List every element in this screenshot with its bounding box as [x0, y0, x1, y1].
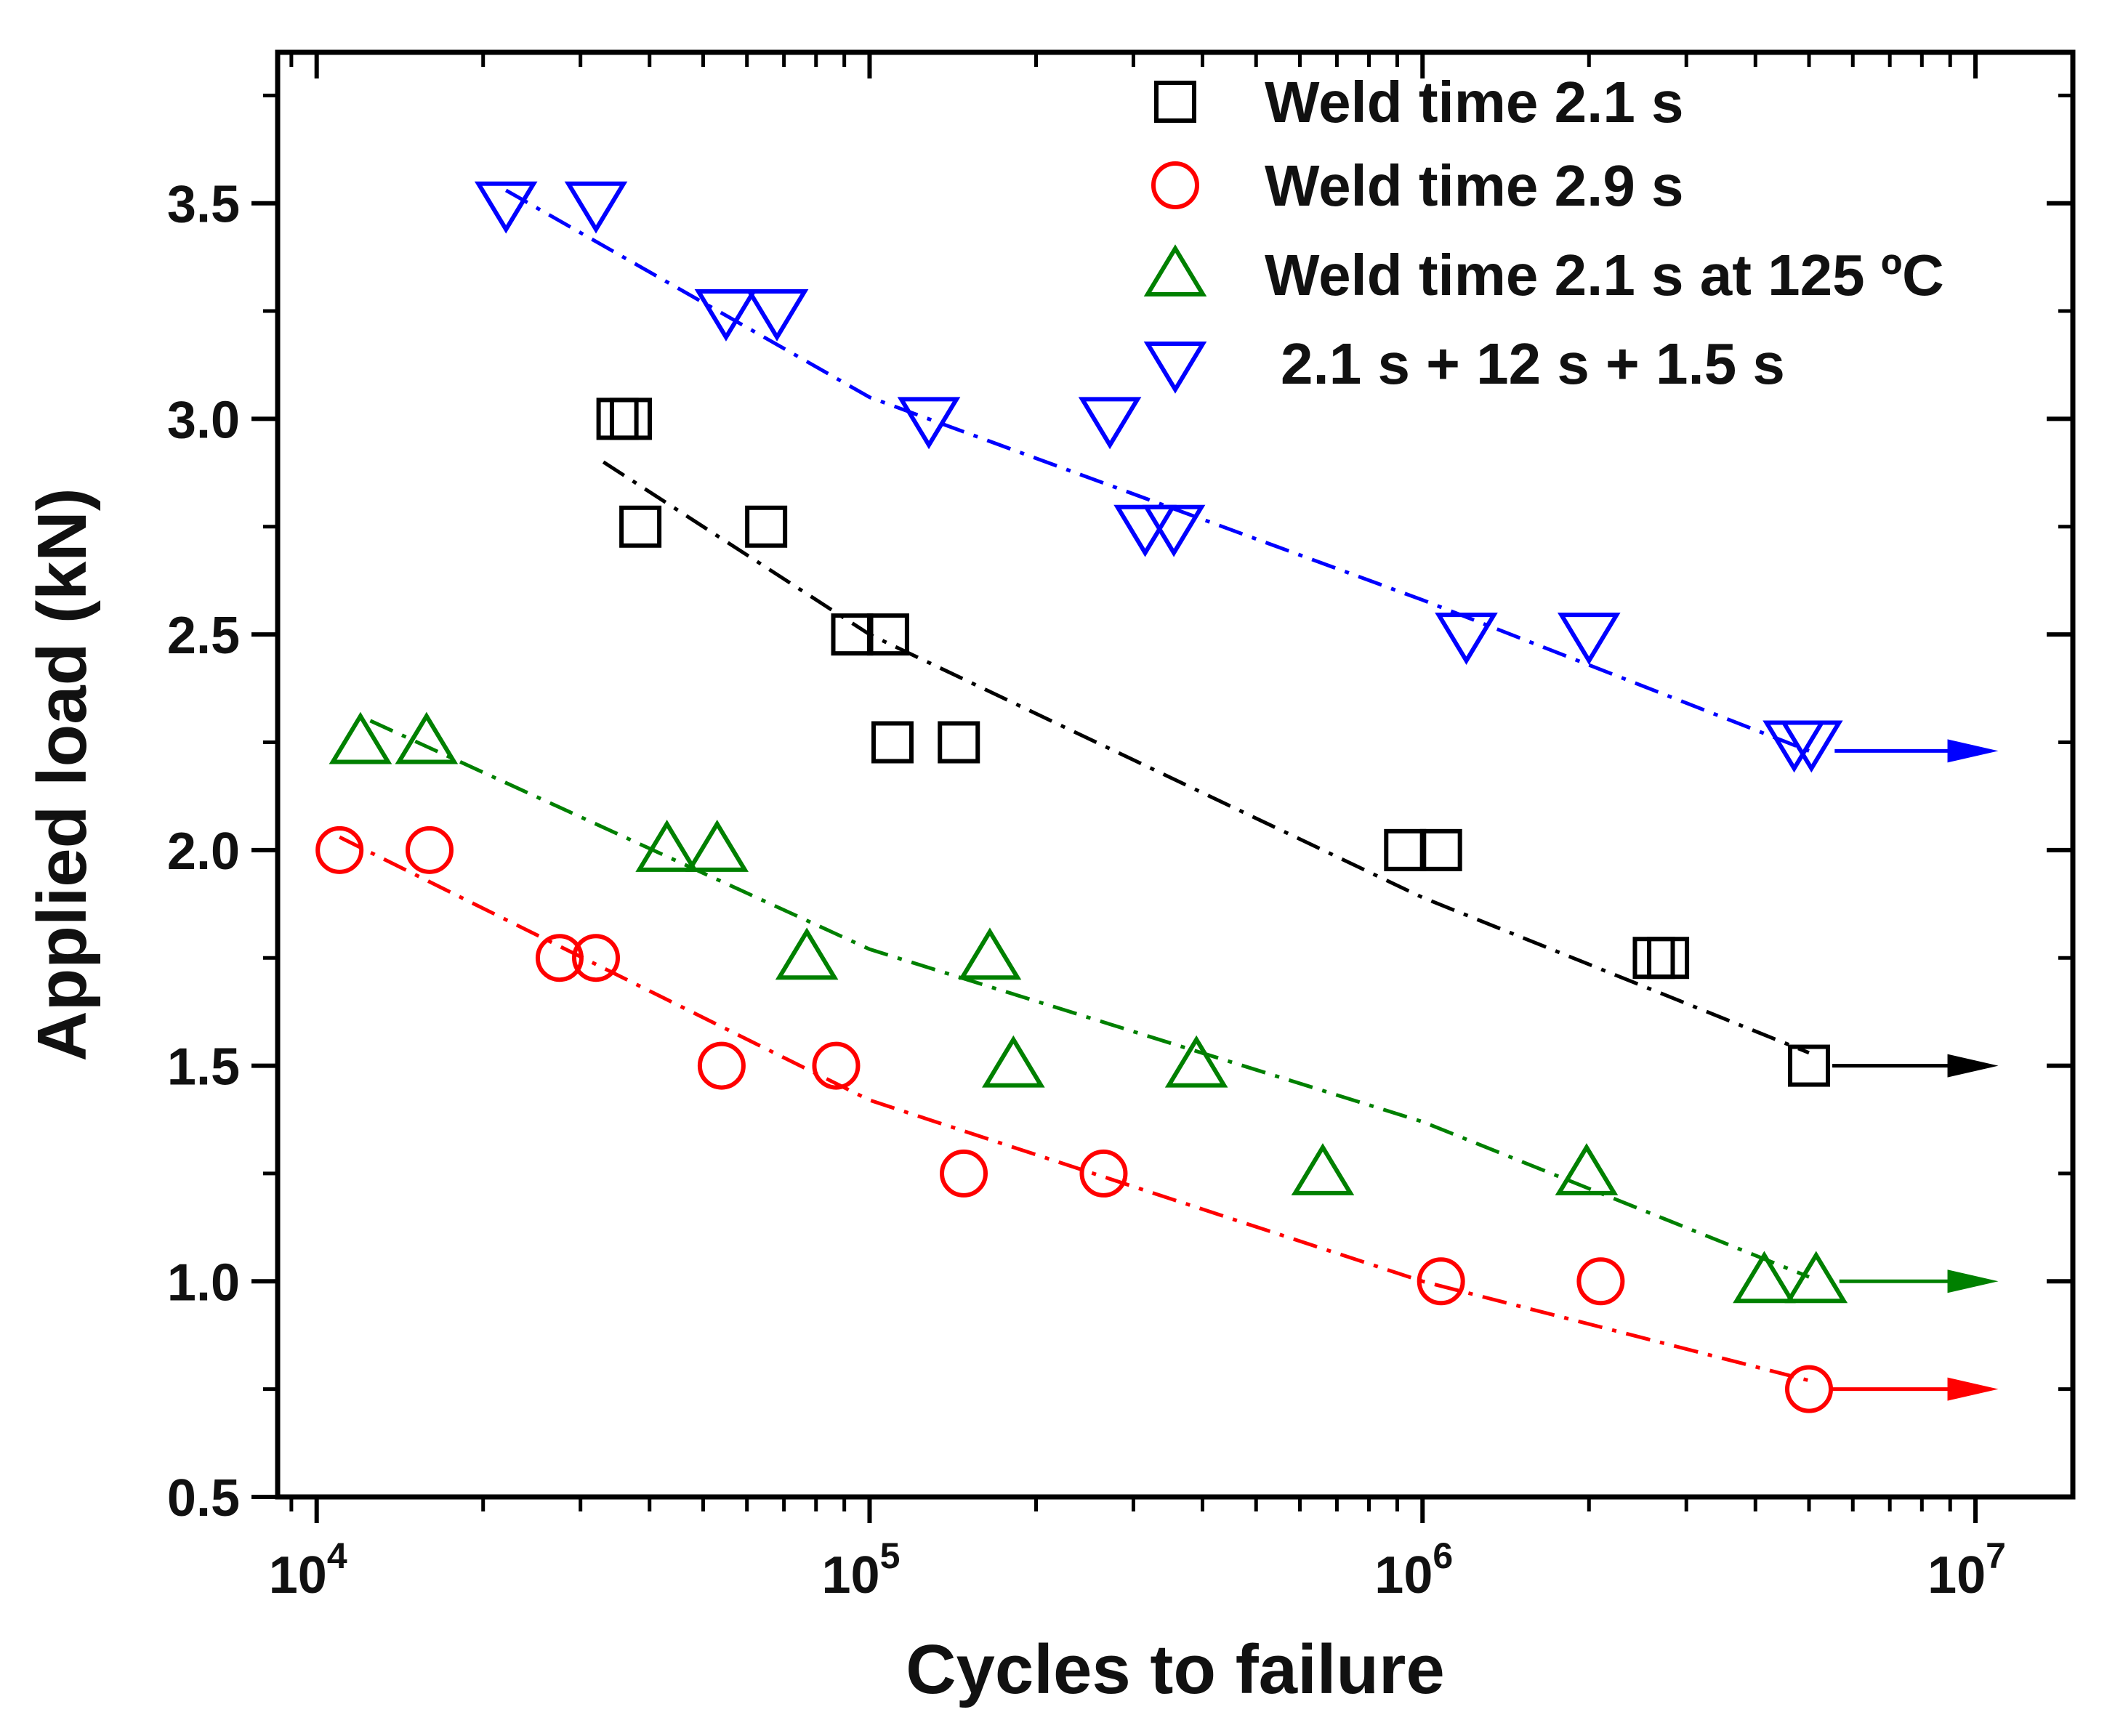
- legend-marker-series-1: [1151, 161, 1199, 209]
- legend-label-series-1: Weld time 2.9 s: [1265, 153, 1684, 218]
- data-point-series-0: [1788, 1044, 1831, 1087]
- data-point-series-3: [1779, 720, 1843, 773]
- data-point-series-0: [1384, 828, 1427, 871]
- data-point-series-0: [1419, 828, 1462, 871]
- runout-arrowhead-series-1: [1947, 1377, 1999, 1401]
- runout-arrowhead-series-2: [1947, 1269, 1999, 1293]
- y-tick-label: 1.5: [167, 1038, 240, 1097]
- data-point-series-0: [745, 505, 788, 548]
- data-point-series-3: [1113, 504, 1177, 557]
- data-point-series-0: [871, 721, 914, 764]
- data-point-series-1: [1079, 1149, 1128, 1198]
- fit-line-series-3: [504, 188, 1810, 753]
- data-point-series-3: [1557, 613, 1621, 665]
- data-point-series-3: [694, 289, 758, 342]
- x-tick-label: 104: [269, 1535, 347, 1604]
- plot-frame: [275, 49, 2076, 1500]
- data-point-series-2: [958, 927, 1022, 980]
- data-point-series-2: [1733, 1251, 1796, 1304]
- runout-arrowhead-series-3: [1947, 739, 1999, 763]
- data-point-series-2: [1555, 1143, 1619, 1195]
- legend-marker-series-2: [1143, 244, 1207, 296]
- data-point-series-0: [619, 505, 662, 548]
- data-point-series-0: [831, 613, 874, 656]
- legend-marker-series-3: [1143, 342, 1207, 394]
- data-point-series-1: [940, 1149, 988, 1198]
- data-point-series-2: [395, 711, 459, 764]
- data-point-series-3: [1142, 504, 1206, 557]
- legend: Weld time 2.1 s Weld time 2.9 s Weld time …: [1143, 70, 1944, 396]
- data-point-series-3: [1435, 613, 1498, 665]
- fit-line-series-2: [369, 719, 1810, 1279]
- data-point-series-3: [745, 289, 809, 342]
- data-point-series-3: [1078, 397, 1142, 450]
- data-point-series-1: [405, 825, 454, 874]
- data-point-series-1: [1417, 1257, 1465, 1306]
- axes: 104 105 106 107 0.5 1.0 1.5 2.0 2.5 3.0 3.5: [167, 49, 2076, 1604]
- data-point-series-2: [685, 820, 749, 872]
- data-point-series-2: [1784, 1251, 1848, 1304]
- x-tick-label: 106: [1374, 1535, 1453, 1604]
- data-point-series-2: [775, 927, 839, 980]
- data-point-series-3: [897, 397, 961, 450]
- y-tick-label: 0.5: [167, 1469, 240, 1527]
- data-markers: [315, 181, 1848, 1413]
- data-point-series-1: [1576, 1257, 1625, 1306]
- data-point-series-2: [635, 820, 698, 872]
- data-point-series-1: [535, 934, 584, 982]
- fit-lines: [339, 188, 1810, 1383]
- data-point-series-1: [572, 934, 621, 982]
- data-point-series-2: [1291, 1143, 1355, 1195]
- y-tick-label: 3.5: [167, 176, 240, 234]
- runout-arrows: [1832, 739, 1999, 1401]
- y-tick-label: 2.5: [167, 607, 240, 665]
- data-point-series-3: [564, 181, 628, 234]
- legend-marker-series-0: [1154, 81, 1196, 123]
- x-axis-title: Cycles to failure: [906, 1631, 1445, 1708]
- legend-label-series-3: 2.1 s + 12 s + 1.5 s: [1281, 331, 1785, 396]
- x-tick-label: 105: [822, 1535, 901, 1604]
- data-point-series-1: [315, 825, 364, 874]
- fit-line-series-0: [602, 460, 1810, 1055]
- data-point-series-0: [938, 721, 980, 764]
- y-tick-label: 1.0: [167, 1253, 240, 1312]
- data-point-series-2: [1164, 1035, 1228, 1088]
- data-point-series-3: [474, 181, 538, 234]
- data-point-series-0: [866, 613, 909, 656]
- data-point-series-0: [609, 397, 652, 440]
- data-point-series-0: [1632, 937, 1675, 980]
- y-tick-label: 3.0: [167, 391, 240, 449]
- data-point-series-1: [1785, 1365, 1834, 1413]
- runout-arrowhead-series-0: [1947, 1054, 1999, 1078]
- data-point-series-2: [329, 711, 392, 764]
- y-axis-title: Applied load (kN): [23, 488, 101, 1061]
- data-point-series-1: [812, 1041, 861, 1090]
- fit-line-series-1: [339, 835, 1810, 1383]
- y-tick-label: 2.0: [167, 823, 240, 881]
- data-point-series-0: [1647, 937, 1690, 980]
- legend-label-series-2: Weld time 2.1 s at 125 ºC: [1265, 243, 1944, 307]
- x-tick-label: 107: [1927, 1535, 2006, 1604]
- data-point-series-1: [697, 1041, 746, 1090]
- data-point-series-2: [982, 1035, 1045, 1088]
- legend-label-series-0: Weld time 2.1 s: [1265, 70, 1684, 134]
- data-point-series-0: [596, 397, 639, 440]
